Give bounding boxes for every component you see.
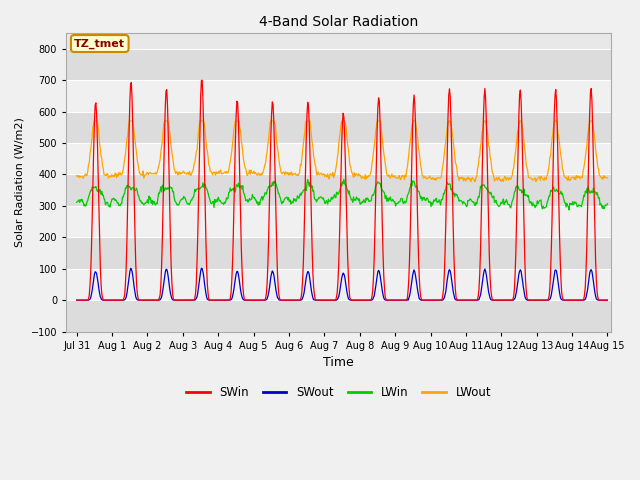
LWout [532, 179, 540, 185]
SWout [198, 265, 205, 271]
LWout [138, 171, 145, 177]
SWout [191, 297, 198, 303]
Bar [66, 111, 611, 143]
Legend: SWin, SWout, LWin, LWout: SWin, SWout, LWin, LWout [181, 381, 496, 403]
Bar [66, 269, 611, 300]
SWout [73, 297, 81, 303]
SWout [407, 284, 415, 290]
LWin [137, 198, 145, 204]
SWout [137, 297, 145, 303]
SWin [83, 297, 90, 303]
Line: LWin: LWin [77, 179, 607, 210]
Bar [66, 206, 611, 237]
LWout [73, 173, 81, 179]
Bar [66, 48, 611, 80]
Y-axis label: Solar Radiation (W/m2): Solar Radiation (W/m2) [15, 117, 25, 247]
SWin [137, 297, 145, 303]
SWin [423, 297, 431, 303]
SWin [73, 297, 81, 303]
LWin [423, 196, 431, 202]
LWout [604, 175, 611, 181]
LWin [83, 202, 90, 208]
LWout [407, 131, 415, 136]
Bar [66, 300, 611, 332]
LWin [73, 199, 81, 205]
SWin [198, 77, 205, 83]
LWout [220, 170, 227, 176]
SWin [220, 297, 227, 303]
SWout [220, 297, 227, 303]
SWin [604, 297, 611, 303]
Bar [66, 237, 611, 269]
SWout [423, 297, 431, 303]
LWin [219, 201, 227, 206]
LWout [192, 154, 200, 160]
LWin [191, 186, 198, 192]
LWin [565, 207, 573, 213]
SWin [191, 296, 198, 301]
Text: TZ_tmet: TZ_tmet [74, 38, 125, 48]
LWin [604, 201, 611, 207]
Line: SWout: SWout [77, 268, 607, 300]
Title: 4-Band Solar Radiation: 4-Band Solar Radiation [259, 15, 418, 29]
LWin [340, 176, 348, 182]
X-axis label: Time: Time [323, 356, 354, 369]
Line: LWout: LWout [77, 121, 607, 182]
SWin [407, 192, 415, 197]
LWout [91, 118, 99, 124]
Line: SWin: SWin [77, 80, 607, 300]
LWout [423, 176, 431, 181]
SWout [83, 297, 90, 303]
LWin [407, 181, 415, 187]
SWout [604, 297, 611, 303]
LWout [83, 173, 90, 179]
Bar [66, 80, 611, 111]
Bar [66, 174, 611, 206]
Bar [66, 143, 611, 174]
